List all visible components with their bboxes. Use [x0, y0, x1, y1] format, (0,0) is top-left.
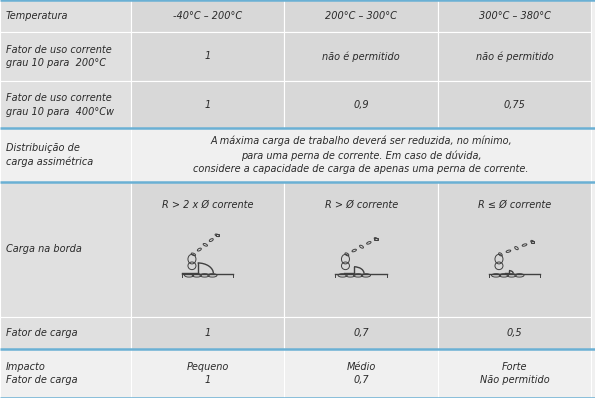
Bar [438, 31, 591, 81]
Text: R > Ø corrente: R > Ø corrente [324, 200, 398, 210]
Bar [374, 238, 378, 240]
Bar [215, 234, 219, 236]
Bar [284, 81, 438, 129]
Text: não é permitido: não é permitido [322, 51, 400, 62]
Text: 0,9: 0,9 [353, 100, 369, 110]
Bar [438, 81, 591, 129]
Text: Fator de carga: Fator de carga [6, 328, 77, 338]
Text: 200°C – 300°C: 200°C – 300°C [325, 11, 397, 21]
Bar [438, 317, 591, 349]
Bar [0, 349, 131, 398]
Text: Forte
Não permitido: Forte Não permitido [480, 362, 550, 385]
Bar [131, 0, 284, 31]
Bar [531, 241, 534, 243]
Text: R ≤ Ø corrente: R ≤ Ø corrente [478, 200, 552, 210]
Bar [0, 0, 131, 31]
Bar [0, 317, 131, 349]
Bar [131, 31, 284, 81]
Bar [284, 0, 438, 31]
Bar [438, 349, 591, 398]
Text: Pequeno
1: Pequeno 1 [186, 362, 229, 385]
Bar [284, 317, 438, 349]
Bar [0, 129, 131, 181]
Bar [131, 81, 284, 129]
Text: 1: 1 [205, 100, 211, 110]
Text: 0,5: 0,5 [507, 328, 522, 338]
Bar [131, 181, 284, 317]
Text: Impacto
Fator de carga: Impacto Fator de carga [6, 362, 77, 385]
Bar [131, 317, 284, 349]
Text: Carga na borda: Carga na borda [6, 244, 82, 254]
Bar [284, 31, 438, 81]
Text: Temperatura: Temperatura [6, 11, 68, 21]
Text: 1: 1 [205, 51, 211, 61]
Bar [0, 81, 131, 129]
Bar [438, 181, 591, 317]
Text: Fator de uso corrente
grau 10 para  200°C: Fator de uso corrente grau 10 para 200°C [6, 45, 112, 68]
Bar [284, 349, 438, 398]
Text: 0,75: 0,75 [504, 100, 525, 110]
Bar [438, 0, 591, 31]
Text: R > 2 x Ø corrente: R > 2 x Ø corrente [162, 200, 253, 210]
Text: 0,7: 0,7 [353, 328, 369, 338]
Bar [0, 31, 131, 81]
Text: 300°C – 380°C: 300°C – 380°C [479, 11, 550, 21]
Text: Distribuição de
carga assimétrica: Distribuição de carga assimétrica [6, 143, 93, 167]
Text: -40°C – 200°C: -40°C – 200°C [173, 11, 242, 21]
Bar [131, 129, 591, 181]
Bar [0, 181, 131, 317]
Text: A máxima carga de trabalho deverá ser reduzida, no mínimo,
para uma perna de cor: A máxima carga de trabalho deverá ser re… [193, 136, 529, 174]
Text: Fator de uso corrente
grau 10 para  400°Cw: Fator de uso corrente grau 10 para 400°C… [6, 93, 114, 117]
Bar [131, 349, 284, 398]
Text: Médio
0,7: Médio 0,7 [346, 362, 376, 385]
Text: 1: 1 [205, 328, 211, 338]
Text: não é permitido: não é permitido [476, 51, 553, 62]
Bar [284, 181, 438, 317]
